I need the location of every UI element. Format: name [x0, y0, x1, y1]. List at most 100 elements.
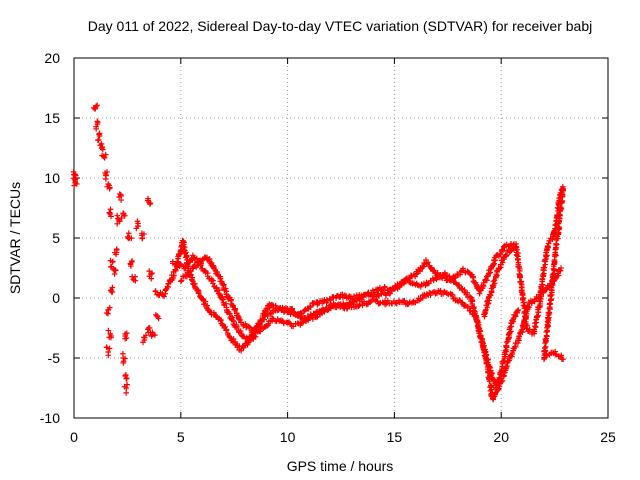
- x-tick-label: 20: [493, 429, 509, 445]
- data-point: [96, 130, 103, 137]
- data-point: [74, 181, 80, 187]
- data-point: [111, 267, 117, 273]
- data-point: [350, 299, 357, 305]
- data-point: [500, 243, 507, 250]
- data-point: [543, 286, 550, 293]
- data-point: [103, 310, 110, 316]
- data-point: [106, 182, 112, 189]
- data-point: [469, 301, 476, 307]
- data-point: [106, 304, 113, 311]
- data-point: [141, 334, 147, 341]
- data-point: [177, 261, 183, 267]
- data-point: [120, 350, 126, 357]
- plot-frame: [73, 57, 609, 419]
- data-point: [210, 280, 216, 287]
- data-point: [382, 284, 388, 291]
- data-point: [236, 316, 242, 322]
- y-tick-label: -5: [48, 350, 61, 366]
- data-point: [500, 247, 506, 254]
- x-tick-label: 10: [280, 429, 296, 445]
- data-point: [558, 265, 564, 271]
- data-point: [501, 358, 507, 365]
- data-point: [125, 230, 132, 237]
- data-point: [488, 265, 495, 271]
- data-point: [327, 297, 334, 303]
- data-point: [103, 344, 110, 351]
- data-point: [165, 281, 172, 287]
- data-point: [264, 313, 271, 319]
- data-point: [490, 283, 496, 290]
- data-point: [509, 351, 515, 358]
- data-point: [497, 251, 503, 257]
- data-point: [197, 257, 203, 264]
- x-axis-label: GPS time / hours: [287, 458, 394, 474]
- data-point: [115, 215, 121, 222]
- data-point: [178, 277, 185, 284]
- data-point: [358, 296, 365, 303]
- data-point: [307, 304, 314, 310]
- data-point: [492, 257, 499, 263]
- data-point: [503, 339, 510, 345]
- data-point: [139, 230, 145, 237]
- data-point: [145, 195, 151, 202]
- data-point: [106, 345, 113, 352]
- data-point: [367, 299, 373, 305]
- data-point: [152, 332, 158, 338]
- data-point: [194, 262, 201, 269]
- data-point: [106, 334, 113, 341]
- data-point: [129, 273, 135, 280]
- data-point: [100, 153, 107, 160]
- chart-title: Day 011 of 2022, Sidereal Day-to-day VTE…: [88, 18, 592, 34]
- y-tick-label: 10: [44, 170, 60, 186]
- data-point: [129, 258, 135, 264]
- data-point: [104, 169, 110, 175]
- data-point: [471, 308, 477, 314]
- data-point: [398, 282, 405, 288]
- data-point: [268, 311, 274, 317]
- data-point: [149, 270, 155, 276]
- data-point: [195, 290, 202, 297]
- x-tick-label: 25: [600, 429, 616, 445]
- data-point: [515, 256, 521, 262]
- data-point: [187, 268, 194, 275]
- data-point: [516, 266, 523, 272]
- data-point: [113, 251, 119, 258]
- data-point: [544, 323, 551, 330]
- data-point: [514, 309, 521, 316]
- data-point: [124, 330, 130, 336]
- data-point: [114, 212, 120, 219]
- data-point: [124, 381, 130, 388]
- data-point: [464, 290, 471, 296]
- data-point: [178, 278, 184, 285]
- data-point: [520, 302, 527, 309]
- data-point: [512, 313, 519, 320]
- data-point: [496, 383, 503, 389]
- y-tick-label: -10: [40, 410, 60, 426]
- data-point: [514, 252, 520, 259]
- data-point: [94, 102, 100, 109]
- data-point: [486, 378, 493, 385]
- data-point: [98, 141, 105, 147]
- data-point: [231, 318, 237, 325]
- y-tick-label: 15: [44, 110, 60, 126]
- data-point: [541, 355, 548, 361]
- data-point: [262, 312, 268, 318]
- data-point: [116, 191, 123, 197]
- data-point: [230, 302, 236, 309]
- data-point: [149, 329, 156, 336]
- data-point: [507, 248, 514, 255]
- data-point: [482, 276, 489, 283]
- data-point: [247, 324, 253, 331]
- data-point: [541, 264, 548, 271]
- data-point: [502, 347, 509, 354]
- data-point: [124, 234, 131, 240]
- data-point: [560, 356, 566, 362]
- data-point: [118, 215, 125, 221]
- data-point: [154, 313, 161, 320]
- data-point: [223, 327, 230, 333]
- data-point: [227, 335, 234, 341]
- data-point: [269, 315, 276, 322]
- data-point: [437, 287, 444, 294]
- data-point: [140, 339, 146, 346]
- data-point: [542, 256, 548, 263]
